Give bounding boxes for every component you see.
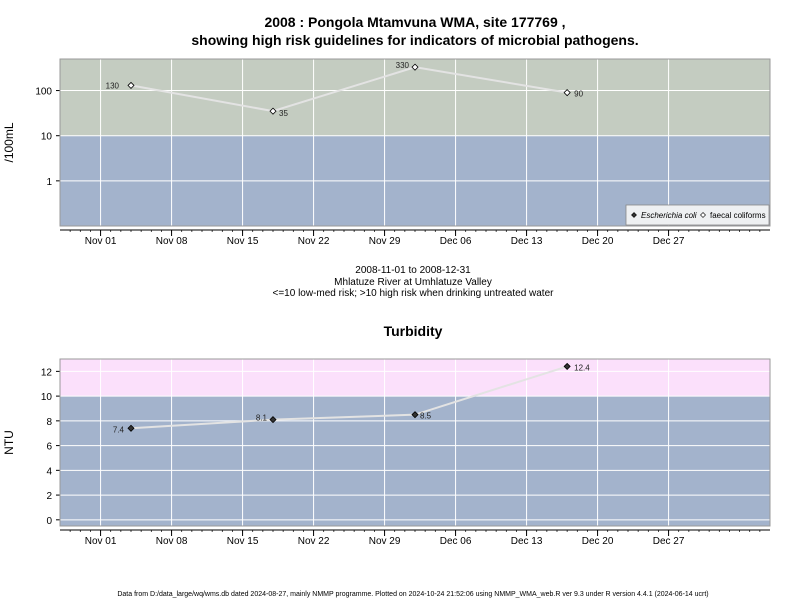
risk-note-text: <=10 low-med risk; >10 high risk when dr… <box>273 288 555 299</box>
x-tick-label: Dec 13 <box>511 536 543 547</box>
data-point <box>563 89 571 97</box>
y-tick-label: 12 <box>41 367 53 378</box>
data-label: 8.1 <box>256 414 268 423</box>
data-point <box>269 416 277 424</box>
legend-marker-faecal <box>700 212 706 218</box>
data-label: 90 <box>574 90 583 99</box>
x-tick-label: Nov 01 <box>85 236 117 247</box>
chart-2-panel: 0 2 4 6 8 10 12 Nov 01 Nov 08 Nov 15 Nov 22 Nov 29 D… <box>2 358 771 547</box>
y-tick-label: 6 <box>46 442 52 453</box>
x-tick-label: Dec 27 <box>653 536 685 547</box>
footer-text: Data from D:/data_large/wq/wms.db dated … <box>117 591 708 598</box>
data-label: 7.4 <box>113 425 125 434</box>
chart-1-subtitle: showing high risk guidelines for indicat… <box>191 32 638 48</box>
y-tick-label: 1 <box>46 177 52 188</box>
x-tick-label: Nov 22 <box>298 536 330 547</box>
data-label: 8.5 <box>420 412 432 421</box>
legend-label-ecoli: Escherichia coli <box>641 211 697 220</box>
x-tick-label: Dec 20 <box>582 236 614 247</box>
legend: Escherichia coli faecal coliforms <box>625 204 770 226</box>
risk-band-1 <box>60 59 770 136</box>
plot-frame <box>59 58 771 227</box>
y-tick-label: 2 <box>46 491 52 502</box>
x-tick-label: Nov 01 <box>85 536 117 547</box>
legend-box <box>625 204 770 226</box>
x-tick-label: Dec 06 <box>440 236 472 247</box>
y-tick-label: 8 <box>46 417 52 428</box>
data-label: 12.4 <box>574 363 590 372</box>
y-tick-label: 0 <box>46 516 52 527</box>
plot-frame <box>59 358 771 527</box>
x-tick-label: Nov 29 <box>369 536 401 547</box>
x-tick-label: Nov 08 <box>156 236 188 247</box>
date-range-text: 2008-11-01 to 2008-12-31 <box>355 265 471 276</box>
x-tick-label: Nov 15 <box>227 236 259 247</box>
series-line <box>130 365 568 430</box>
x-tick-label: Nov 08 <box>156 536 188 547</box>
river-name-text: Mhlatuze River at Umhlatuze Valley <box>334 277 492 288</box>
x-tick-label: Nov 29 <box>369 236 401 247</box>
data-point <box>269 107 277 115</box>
y-tick-label: 10 <box>41 132 53 143</box>
data-point <box>127 424 135 432</box>
x-tick-label: Dec 27 <box>653 236 685 247</box>
data-point <box>563 362 571 370</box>
data-point <box>411 411 419 419</box>
x-tick-label: Nov 15 <box>227 536 259 547</box>
y-tick-label: 100 <box>35 87 52 98</box>
chart-2-title: Turbidity <box>384 323 443 339</box>
legend-label-faecal: faecal coliforms <box>710 211 766 220</box>
risk-band-1 <box>60 359 770 397</box>
data-point <box>127 81 135 89</box>
data-label: 330 <box>396 61 410 70</box>
x-tick-label: Dec 06 <box>440 536 472 547</box>
y-tick-label: 10 <box>41 392 53 403</box>
x-tick-label: Nov 22 <box>298 236 330 247</box>
data-label: 35 <box>279 109 288 118</box>
y-tick-label: 4 <box>46 466 52 477</box>
chart-1-title: 2008 : Pongola Mtamvuna WMA, site 177769… <box>264 14 565 30</box>
y-axis-label: NTU <box>2 430 16 455</box>
series-line <box>130 66 568 113</box>
data-label: 130 <box>106 81 120 90</box>
x-tick-label: Dec 13 <box>511 236 543 247</box>
data-point <box>411 63 419 71</box>
chart-1-panel: 1 10 100 Nov 01 Nov 08 Nov 15 Nov 22 Nov 29 Dec … <box>2 58 771 247</box>
y-axis-label: /100mL <box>2 122 16 162</box>
legend-marker-ecoli <box>631 212 637 218</box>
x-tick-label: Dec 20 <box>582 536 614 547</box>
